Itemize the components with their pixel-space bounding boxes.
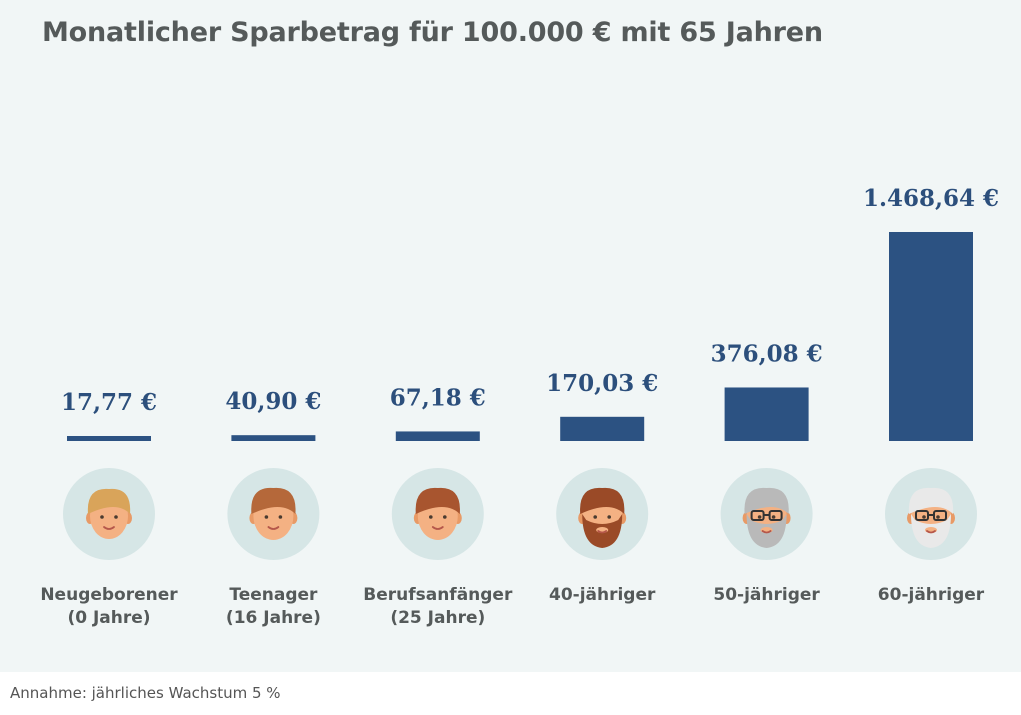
category-label: Neugeborener: [40, 585, 178, 605]
chart-background: [0, 0, 1021, 672]
value-label: 67,18 €: [390, 384, 486, 411]
bar: [67, 436, 151, 441]
bar: [889, 232, 973, 441]
footnote: Annahme: jährliches Wachstum 5 %: [10, 684, 281, 702]
bar: [724, 387, 809, 441]
value-label: 1.468,64 €: [863, 185, 999, 212]
value-label: 40,90 €: [225, 388, 321, 415]
bar-chart: 17,77 € Neugeborener (0 Jahre) 40,90 € Teena…: [40, 185, 999, 628]
bar: [231, 435, 316, 441]
baby-face-icon: [63, 468, 155, 560]
category-label: Berufsanfänger: [363, 585, 513, 605]
man-60-face-icon: [885, 468, 977, 560]
value-label: 170,03 €: [546, 370, 658, 397]
category-label: 50-jähriger: [713, 585, 820, 605]
category-label: 60-jähriger: [878, 585, 985, 605]
category-label: 40-jähriger: [549, 585, 656, 605]
category-label: Teenager: [229, 585, 318, 605]
man-40-face-icon: [556, 468, 649, 560]
category-label: (0 Jahre): [67, 608, 150, 628]
value-label: 17,77 €: [61, 389, 157, 416]
category-label: (25 Jahre): [390, 608, 485, 628]
chart-title: Monatlicher Sparbetrag für 100.000 € mit…: [42, 17, 823, 48]
value-label: 376,08 €: [711, 340, 823, 367]
young-adult-face-icon: [391, 468, 484, 560]
teen-face-icon: [227, 468, 320, 560]
man-50-face-icon: [720, 468, 813, 560]
category-label: (16 Jahre): [226, 608, 321, 628]
bar: [395, 431, 480, 441]
bar: [560, 416, 645, 441]
